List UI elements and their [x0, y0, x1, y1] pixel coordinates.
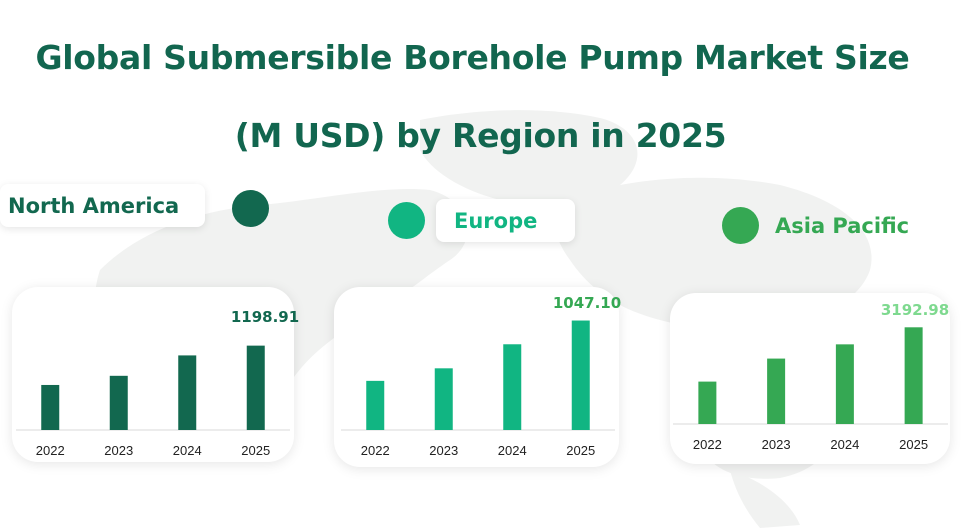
- bar-north-america-2024: [178, 355, 197, 430]
- chart-card-europe: [334, 287, 619, 467]
- bar-europe-2025: [571, 320, 590, 430]
- tick-label-europe-2024: 2024: [498, 443, 527, 458]
- bar-asia-pacific-2022: [698, 381, 717, 424]
- bar-europe-2022: [366, 380, 385, 430]
- legend-label-europe: Europe: [454, 208, 538, 233]
- bar-asia-pacific-2023: [767, 358, 786, 424]
- chart-card-asia-pacific: [670, 293, 950, 464]
- bar-north-america-2023: [109, 375, 128, 430]
- tick-label-europe-2023: 2023: [429, 443, 458, 458]
- legend-europe: Europe: [436, 199, 575, 242]
- tick-label-north-america-2025: 2025: [241, 443, 270, 458]
- data-label-asia-pacific-2025: 3192.98: [881, 301, 949, 319]
- chart-title-line-2: (M USD) by Region in 2025: [234, 116, 727, 155]
- legend-label-asia-pacific: Asia Pacific: [775, 213, 910, 238]
- tick-label-asia-pacific-2022: 2022: [693, 437, 722, 452]
- legend-asia-pacific: Asia Pacific: [768, 204, 910, 247]
- tick-label-north-america-2022: 2022: [36, 443, 65, 458]
- data-label-europe-2025: 1047.10: [553, 294, 621, 312]
- tick-label-asia-pacific-2025: 2025: [899, 437, 928, 452]
- bar-north-america-2022: [41, 384, 60, 430]
- tick-label-europe-2025: 2025: [566, 443, 595, 458]
- bar-europe-2023: [434, 368, 453, 430]
- data-label-north-america-2025: 1198.91: [231, 308, 299, 326]
- bar-asia-pacific-2025: [904, 327, 923, 424]
- tick-label-asia-pacific-2024: 2024: [830, 437, 859, 452]
- circle-dot-icon: [388, 202, 425, 239]
- circle-dot-icon: [722, 207, 759, 244]
- legend-label-north-america: North America: [8, 193, 180, 218]
- chart-title-line-1: Global Submersible Borehole Pump Market …: [35, 38, 910, 77]
- tick-label-asia-pacific-2023: 2023: [762, 437, 791, 452]
- bar-asia-pacific-2024: [835, 344, 854, 424]
- tick-label-north-america-2024: 2024: [173, 443, 202, 458]
- tick-label-europe-2022: 2022: [361, 443, 390, 458]
- circle-dot-icon: [232, 190, 269, 227]
- bar-north-america-2025: [246, 345, 265, 430]
- bar-europe-2024: [503, 344, 522, 430]
- legend-north-america: North America: [0, 184, 205, 227]
- tick-label-north-america-2023: 2023: [104, 443, 133, 458]
